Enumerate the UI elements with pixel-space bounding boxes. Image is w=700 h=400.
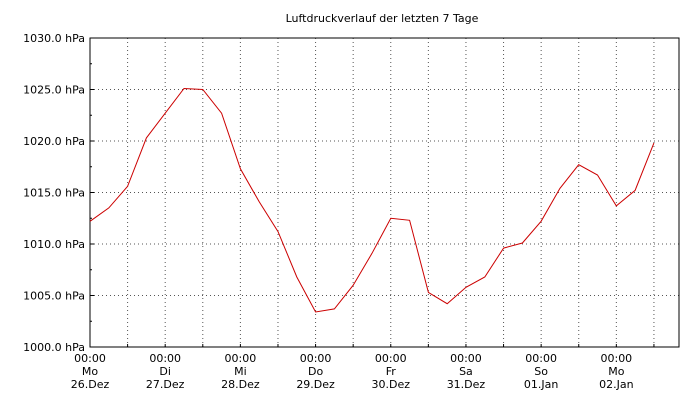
x-tick-time-label: 00:00 [600, 352, 632, 365]
y-tick-label: 1030.0 hPa [23, 32, 85, 45]
y-tick-label: 1020.0 hPa [23, 135, 85, 148]
x-tick-time-label: 00:00 [375, 352, 407, 365]
y-tick-label: 1015.0 hPa [23, 187, 85, 200]
x-tick-day-label: So [534, 365, 548, 378]
y-tick-label: 1010.0 hPa [23, 238, 85, 251]
y-tick-label: 1005.0 hPa [23, 290, 85, 303]
axis-ticks [90, 37, 655, 348]
x-tick-day-label: Di [159, 365, 171, 378]
x-tick-time-label: 00:00 [450, 352, 482, 365]
x-tick-date-label: 26.Dez [71, 378, 110, 391]
y-axis-labels: 1000.0 hPa 1005.0 hPa 1010.0 hPa 1015.0 hPa… [23, 32, 85, 354]
x-axis-labels: 00:00Mo26.Dez00:00Di27.Dez00:00Mi28.Dez0… [71, 352, 634, 391]
y-tick-label: 1000.0 hPa [23, 341, 85, 354]
x-tick-time-label: 00:00 [525, 352, 557, 365]
x-tick-time-label: 00:00 [149, 352, 181, 365]
x-tick-day-label: Do [308, 365, 323, 378]
x-tick-time-label: 00:00 [300, 352, 332, 365]
chart-title: Luftdruckverlauf der letzten 7 Tage [286, 12, 479, 25]
x-tick-time-label: 00:00 [225, 352, 257, 365]
x-tick-date-label: 02.Jan [599, 378, 633, 391]
x-tick-date-label: 30.Dez [372, 378, 411, 391]
x-tick-date-label: 31.Dez [447, 378, 486, 391]
x-tick-day-label: Mo [82, 365, 98, 378]
series-group [89, 87, 655, 313]
x-tick-date-label: 28.Dez [221, 378, 260, 391]
x-tick-day-label: Mi [234, 365, 247, 378]
x-tick-day-label: Fr [386, 365, 397, 378]
x-tick-date-label: 29.Dez [296, 378, 335, 391]
x-tick-date-label: 01.Jan [524, 378, 558, 391]
x-tick-time-label: 00:00 [74, 352, 106, 365]
y-tick-label: 1025.0 hPa [23, 84, 85, 97]
x-tick-day-label: Sa [459, 365, 473, 378]
pressure-series-line [89, 87, 655, 313]
x-tick-day-label: Mo [608, 365, 624, 378]
x-tick-date-label: 27.Dez [146, 378, 185, 391]
grid-lines [90, 38, 679, 347]
